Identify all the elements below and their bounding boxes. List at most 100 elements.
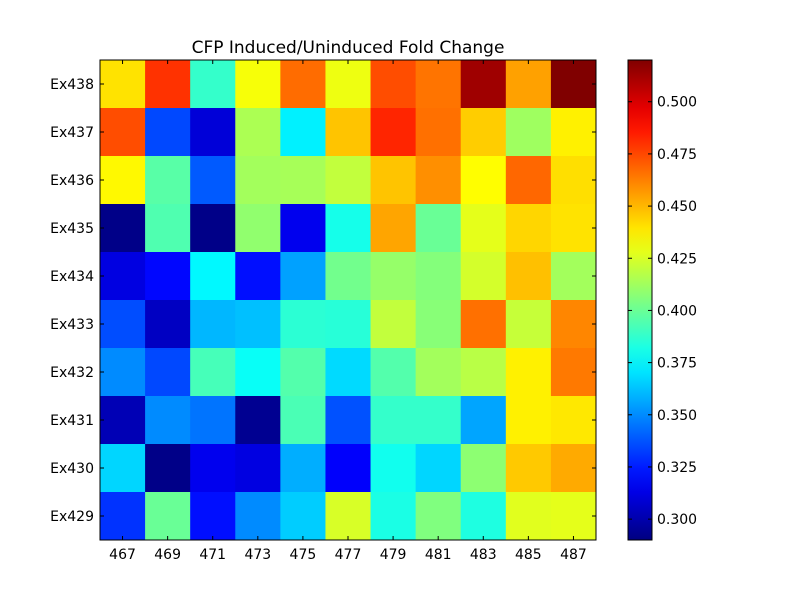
heatmap-cell (460, 204, 507, 253)
heatmap-cell (460, 396, 507, 445)
heatmap-cell (415, 60, 462, 109)
heatmap-cell (460, 108, 507, 157)
heatmap-cell (325, 60, 372, 109)
heatmap-cell (505, 60, 552, 109)
heatmap-cell (325, 396, 372, 445)
heatmap-cell (505, 348, 552, 397)
heatmap-cell (550, 204, 597, 253)
y-tick-label: Ex429 (50, 509, 94, 525)
heatmap-cell (190, 108, 236, 157)
heatmap-cell (415, 396, 462, 445)
heatmap-cell (550, 156, 597, 205)
x-tick-label: 487 (560, 547, 587, 563)
heatmap-cell (280, 204, 326, 253)
heatmap-cell (145, 492, 191, 541)
colorbar-tick-label: 0.300 (657, 512, 697, 528)
x-tick-label: 485 (515, 547, 542, 563)
colorbar-tick-label: 0.400 (657, 303, 697, 319)
heatmap-cell (145, 444, 191, 493)
heatmap-cell (370, 108, 417, 157)
heatmap-cell (550, 300, 597, 349)
heatmap-cell (280, 252, 326, 301)
heatmap-cell (415, 348, 462, 397)
heatmap-cell (280, 300, 326, 349)
heatmap-cell (505, 444, 552, 493)
x-tick-label: 477 (335, 547, 362, 563)
heatmap-cell (370, 348, 417, 397)
heatmap-cell (325, 300, 372, 349)
heatmap-cell (505, 108, 552, 157)
heatmap-cell (415, 252, 462, 301)
x-axis: 467 469 471 473 475 477 479 481 483 485 487 (109, 60, 587, 563)
colorbar-tick-label: 0.350 (657, 408, 697, 424)
heatmap-cell (415, 492, 462, 541)
heatmap-cell (280, 108, 326, 157)
colorbar-tick-label: 0.500 (657, 95, 697, 111)
heatmap-cell (190, 444, 236, 493)
heatmap-cell (460, 444, 507, 493)
heatmap-cell (235, 348, 281, 397)
heatmap-cell (550, 444, 597, 493)
heatmap-cell (460, 156, 507, 205)
heatmap-cell (100, 300, 146, 349)
heatmap-cell (325, 348, 372, 397)
x-tick-label: 479 (380, 547, 407, 563)
heatmap-cell (325, 444, 372, 493)
heatmap-cell (145, 156, 191, 205)
heatmap-cell (505, 252, 552, 301)
heatmap-cell (280, 396, 326, 445)
colorbar-ticks: 0.300 0.325 0.350 0.375 0.400 0.425 0.450 0.475… (628, 95, 697, 528)
heatmap-cell (280, 444, 326, 493)
y-tick-label: Ex430 (50, 461, 94, 477)
heatmap-cell (280, 60, 326, 109)
heatmap-cell (100, 204, 146, 253)
heatmap-cell (415, 156, 462, 205)
colorbar-tick-label: 0.450 (657, 199, 697, 215)
heatmap-cell (100, 60, 146, 109)
heatmap-cell (235, 396, 281, 445)
y-tick-label: Ex432 (50, 365, 94, 381)
colorbar-tick-label: 0.425 (657, 251, 697, 267)
heatmap-cell (460, 492, 507, 541)
heatmap-cell (145, 252, 191, 301)
colorbar-tick-label: 0.375 (657, 356, 697, 372)
heatmap-cell (235, 204, 281, 253)
heatmap-cell (325, 492, 372, 541)
heatmap-cell (550, 492, 597, 541)
heatmap-cell (235, 108, 281, 157)
heatmap-cell (460, 252, 507, 301)
heatmap-cell (460, 348, 507, 397)
heatmap-cell (370, 204, 417, 253)
heatmap-cell (280, 156, 326, 205)
heatmap-cell (415, 204, 462, 253)
heatmap-cell (235, 300, 281, 349)
x-tick-label: 481 (425, 547, 452, 563)
colorbar-tick-label: 0.475 (657, 147, 697, 163)
colorbar-tick-label: 0.325 (657, 460, 697, 476)
heatmap-cell (235, 60, 281, 109)
heatmap-cell (415, 444, 462, 493)
heatmap-cell (190, 492, 236, 541)
heatmap-cell (550, 396, 597, 445)
heatmap-cell (505, 204, 552, 253)
heatmap-cell (505, 300, 552, 349)
heatmap-cell (370, 156, 417, 205)
heatmap-cell (190, 396, 236, 445)
y-tick-label: Ex433 (50, 317, 94, 333)
heatmap-cell (145, 348, 191, 397)
heatmap-cell (100, 348, 146, 397)
x-tick-label: 471 (199, 547, 226, 563)
x-tick-label: 473 (244, 547, 271, 563)
heatmap-cell (145, 60, 191, 109)
heatmap-cell (190, 204, 236, 253)
heatmap-cell (370, 300, 417, 349)
heatmap-cell (100, 492, 146, 541)
heatmap-cell (145, 108, 191, 157)
heatmap-cell (325, 108, 372, 157)
y-tick-label: Ex435 (50, 221, 94, 237)
y-tick-label: Ex436 (50, 173, 94, 189)
heatmap-cell (145, 204, 191, 253)
heatmap-cell (550, 108, 597, 157)
heatmap-cell (190, 156, 236, 205)
